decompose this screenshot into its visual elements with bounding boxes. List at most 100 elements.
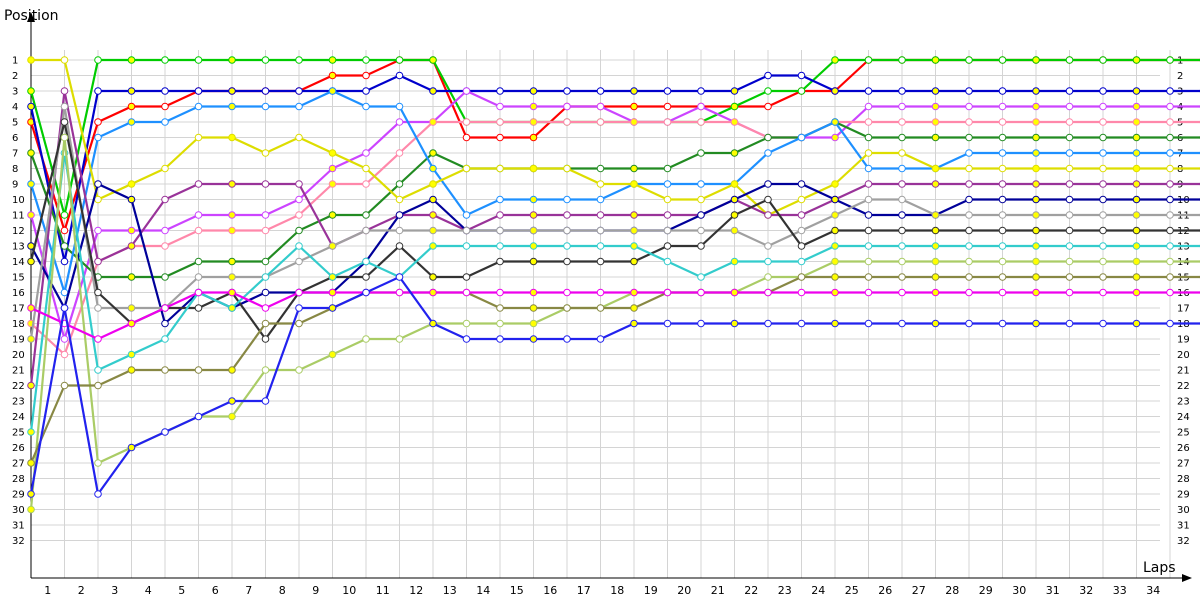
series-line: [29, 89, 1200, 386]
y-tick-label-left: 24: [12, 412, 25, 423]
y-tick-label-left: 11: [12, 211, 25, 222]
data-point: [1166, 226, 1174, 235]
data-point: [1132, 133, 1141, 142]
data-point: [1132, 288, 1141, 297]
data-point: [563, 304, 571, 312]
data-point: [864, 149, 873, 157]
data-point: [998, 118, 1007, 126]
data-point: [362, 288, 370, 297]
y-tick-label-left: 26: [12, 443, 25, 454]
data-point: [194, 211, 203, 219]
data-point: [730, 195, 739, 204]
x-tick-label: 5: [178, 584, 185, 597]
data-point: [596, 288, 605, 297]
data-point: [395, 71, 404, 80]
data-point: [663, 242, 672, 250]
data-point: [1032, 273, 1040, 281]
data-point: [1032, 211, 1040, 219]
data-point: [127, 180, 136, 188]
data-point: [663, 211, 672, 219]
y-axis-title: Position: [4, 8, 59, 24]
x-tick-label: 7: [245, 584, 252, 597]
data-point: [395, 211, 404, 219]
series-1: [27, 56, 1200, 235]
data-point: [697, 242, 705, 250]
data-point: [161, 242, 169, 250]
data-point: [563, 335, 571, 343]
data-point: [127, 102, 136, 111]
data-point: [60, 118, 69, 126]
data-point: [797, 288, 806, 297]
data-point: [931, 180, 940, 188]
data-point: [764, 211, 772, 219]
data-point: [764, 319, 772, 328]
data-point: [931, 118, 940, 126]
data-point: [1166, 133, 1174, 142]
data-point: [730, 118, 739, 126]
y-tick-label-right: 28: [1177, 474, 1190, 485]
data-point: [965, 164, 973, 173]
data-point: [864, 257, 873, 266]
data-point: [1032, 164, 1040, 173]
data-point: [1166, 118, 1174, 126]
data-point: [998, 56, 1007, 64]
data-point: [127, 443, 136, 452]
data-point: [27, 381, 35, 390]
data-point: [898, 102, 906, 111]
data-point: [395, 288, 404, 297]
data-point: [1032, 242, 1040, 250]
series-line: [30, 120, 1200, 356]
data-point: [697, 211, 705, 219]
series-line: [29, 105, 1200, 340]
data-point: [1132, 164, 1141, 173]
data-point: [496, 288, 504, 297]
data-point: [1132, 149, 1141, 157]
data-point: [127, 304, 136, 312]
data-point: [965, 133, 973, 142]
data-point: [228, 397, 236, 405]
data-point: [429, 211, 437, 219]
data-point: [1132, 211, 1141, 219]
data-point: [328, 87, 337, 95]
data-point: [261, 56, 270, 64]
data-point: [161, 304, 169, 312]
data-point: [1166, 319, 1174, 328]
data-point: [730, 226, 739, 235]
data-point: [94, 288, 102, 297]
data-point: [362, 211, 370, 219]
data-point: [1132, 118, 1141, 126]
series-13: [27, 149, 1200, 436]
series-line: [29, 74, 1200, 263]
data-point: [1166, 56, 1174, 64]
data-point: [194, 288, 203, 297]
data-point: [965, 257, 973, 266]
data-point: [395, 118, 404, 126]
data-point: [328, 288, 337, 297]
data-point: [864, 133, 873, 142]
data-point: [831, 257, 839, 266]
x-tick-label: 10: [342, 584, 356, 597]
data-point: [931, 133, 940, 142]
data-point: [1166, 195, 1174, 204]
y-tick-label-left: 4: [12, 102, 18, 113]
data-point: [764, 273, 772, 281]
data-point: [1065, 118, 1074, 126]
data-point: [1099, 195, 1107, 204]
data-point: [663, 102, 672, 111]
x-tick-label: 4: [145, 584, 152, 597]
data-point: [1132, 319, 1141, 328]
y-tick-label-left: 28: [12, 474, 25, 485]
data-point: [161, 366, 169, 374]
data-point: [27, 180, 35, 188]
data-point: [831, 319, 839, 328]
data-point: [630, 118, 638, 126]
data-point: [1166, 257, 1174, 266]
data-point: [1132, 226, 1141, 235]
data-point: [697, 180, 705, 188]
data-point: [261, 149, 270, 157]
data-point: [529, 304, 538, 312]
series-line: [29, 89, 1200, 341]
x-tick-label: 6: [212, 584, 219, 597]
data-point: [496, 102, 504, 111]
